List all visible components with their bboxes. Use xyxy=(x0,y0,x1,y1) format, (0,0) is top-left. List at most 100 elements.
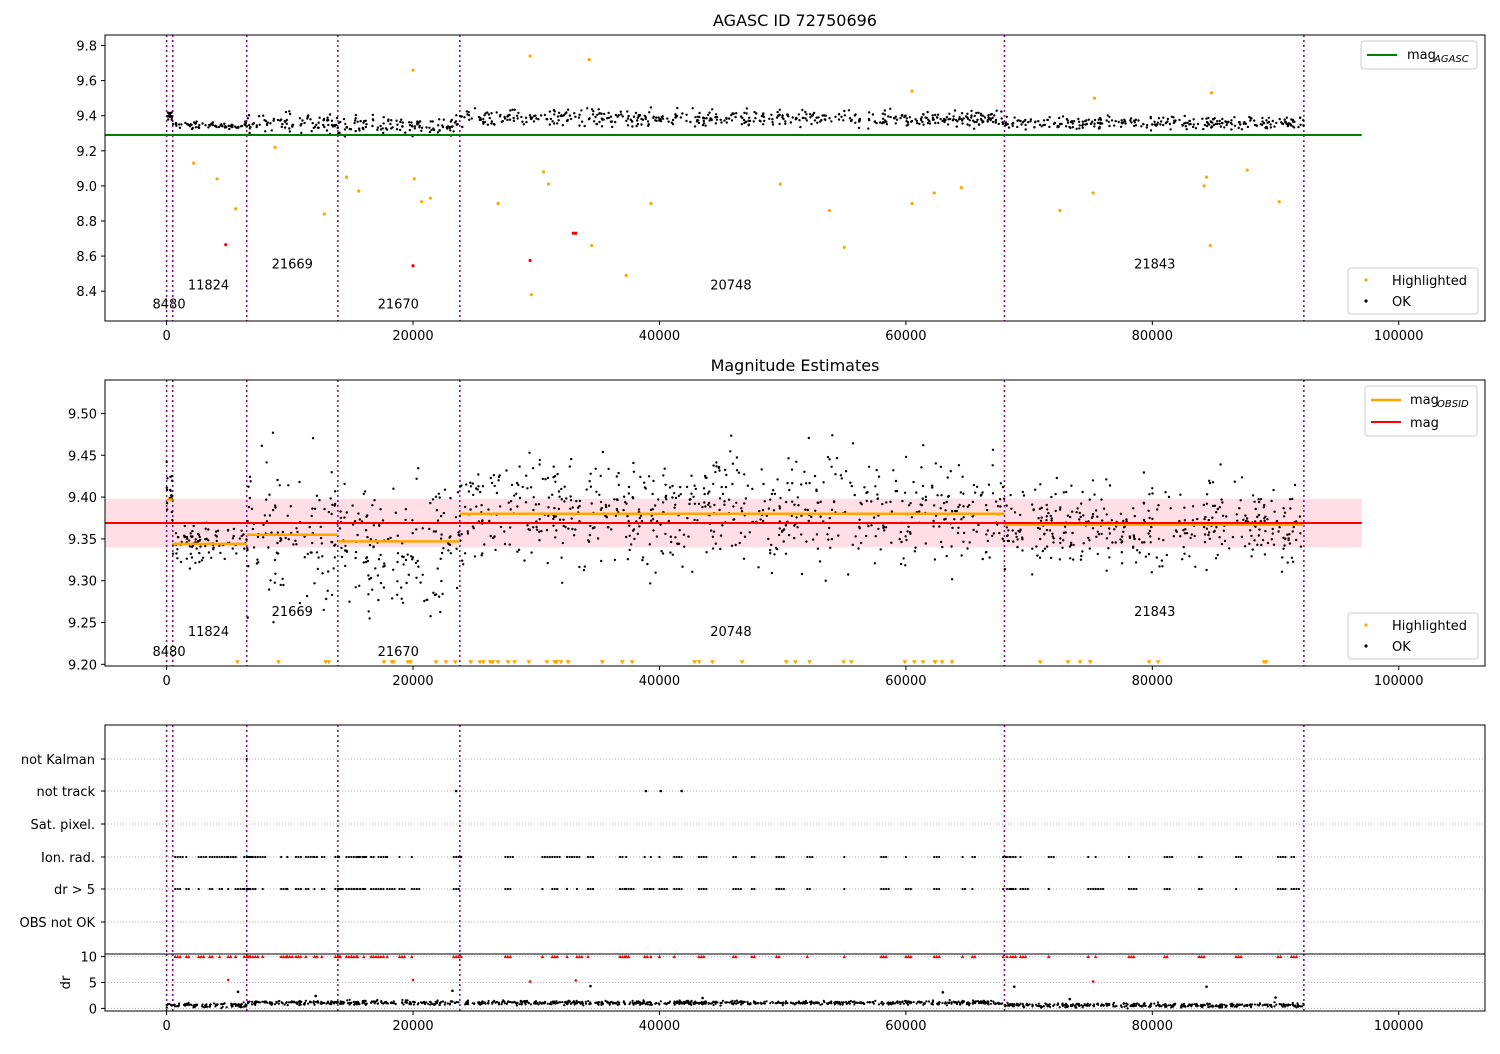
dr-point xyxy=(231,1003,234,1006)
ok-point xyxy=(1243,545,1247,548)
ok-point xyxy=(718,497,722,500)
ok-point xyxy=(311,437,315,440)
ok-point xyxy=(745,112,748,115)
dr-point xyxy=(866,1001,869,1004)
flag-point xyxy=(1276,855,1280,859)
ok-point xyxy=(1157,504,1160,507)
ok-point xyxy=(883,109,886,112)
dr-point xyxy=(352,1000,355,1004)
ok-point xyxy=(1097,533,1101,536)
below-range-marker xyxy=(911,660,917,665)
ok-point xyxy=(215,539,218,543)
flag-point xyxy=(806,887,809,891)
ok-point xyxy=(189,532,192,535)
flag-point xyxy=(246,855,250,859)
dr-point xyxy=(596,1002,600,1005)
dr-point xyxy=(1003,1003,1007,1006)
ok-point xyxy=(628,548,631,552)
ok-point xyxy=(1254,525,1257,528)
ok-point xyxy=(986,508,989,512)
flag-point xyxy=(1087,855,1090,859)
ok-point xyxy=(1160,120,1163,123)
ok-point xyxy=(367,593,370,596)
dr-point xyxy=(741,1002,744,1005)
ok-point xyxy=(532,508,535,512)
ok-point xyxy=(802,116,805,120)
dr-point xyxy=(646,1003,650,1006)
ok-point xyxy=(1047,511,1050,515)
ok-point xyxy=(560,498,563,501)
below-range-marker xyxy=(629,660,635,665)
highlighted-point xyxy=(959,186,963,190)
below-range-marker xyxy=(1155,660,1161,665)
ok-point xyxy=(1157,117,1161,120)
highlighted-point xyxy=(428,196,432,200)
ok-point xyxy=(770,113,773,117)
ok-points xyxy=(166,106,1305,138)
dr-point xyxy=(992,1000,995,1003)
ok-point xyxy=(578,124,581,127)
ok-point xyxy=(858,120,861,123)
ok-point xyxy=(632,470,636,473)
highlighted-point xyxy=(827,208,832,213)
ok-point xyxy=(572,534,576,537)
ok-point xyxy=(614,514,618,517)
ok-point xyxy=(1000,110,1003,113)
ok-point xyxy=(377,558,381,561)
dr-over-10-marker xyxy=(355,954,360,959)
ok-point xyxy=(330,512,333,516)
ok-point xyxy=(270,531,273,534)
dr-point xyxy=(950,1001,953,1004)
ok-point xyxy=(732,112,735,116)
ok-point xyxy=(1185,532,1189,535)
ok-point xyxy=(777,533,781,537)
ok-point xyxy=(190,123,193,127)
ok-point xyxy=(303,535,306,538)
ok-point xyxy=(914,118,917,121)
ok-point xyxy=(512,119,516,123)
ok-point xyxy=(1096,530,1100,533)
ok-point xyxy=(754,116,757,120)
ok-point xyxy=(826,533,829,536)
below-range-marker xyxy=(739,660,745,665)
ok-point xyxy=(653,504,657,507)
ok-point xyxy=(419,581,422,584)
ok-point xyxy=(748,116,751,119)
ok-point xyxy=(885,501,888,504)
ok-point xyxy=(966,505,969,508)
ok-point xyxy=(1095,535,1098,538)
flag-point xyxy=(454,789,458,793)
dr-point xyxy=(749,1002,752,1005)
ok-point xyxy=(564,525,567,529)
ok-point xyxy=(1038,507,1042,510)
dr-point xyxy=(759,1001,762,1004)
dr-point xyxy=(528,980,532,983)
ok-point xyxy=(1256,515,1259,519)
ok-point xyxy=(490,120,494,123)
ok-point xyxy=(993,114,996,117)
flag-point xyxy=(218,855,221,859)
flag-point xyxy=(313,855,316,859)
dr-over-10-marker xyxy=(288,954,292,959)
ok-point xyxy=(488,519,491,523)
ok-point xyxy=(735,469,739,472)
legend-label-agasc-sub: AGASC xyxy=(1433,54,1469,65)
ok-point xyxy=(894,115,897,118)
ok-point xyxy=(748,119,752,123)
dr-point xyxy=(325,1002,328,1005)
flag-point xyxy=(1127,855,1131,859)
dr-point xyxy=(1064,1002,1067,1006)
ok-point xyxy=(853,493,856,497)
ok-point xyxy=(910,516,914,519)
flag-point xyxy=(358,855,362,859)
ok-point xyxy=(906,123,910,126)
ok-point xyxy=(465,483,468,486)
ok-point xyxy=(1290,556,1294,559)
ok-point xyxy=(624,500,627,504)
ok-point xyxy=(805,119,808,122)
ok-point xyxy=(473,107,477,110)
flag-point xyxy=(307,887,310,891)
dr-over-10-marker xyxy=(1018,954,1023,959)
ok-point xyxy=(629,543,633,546)
ok-point xyxy=(1005,115,1008,119)
